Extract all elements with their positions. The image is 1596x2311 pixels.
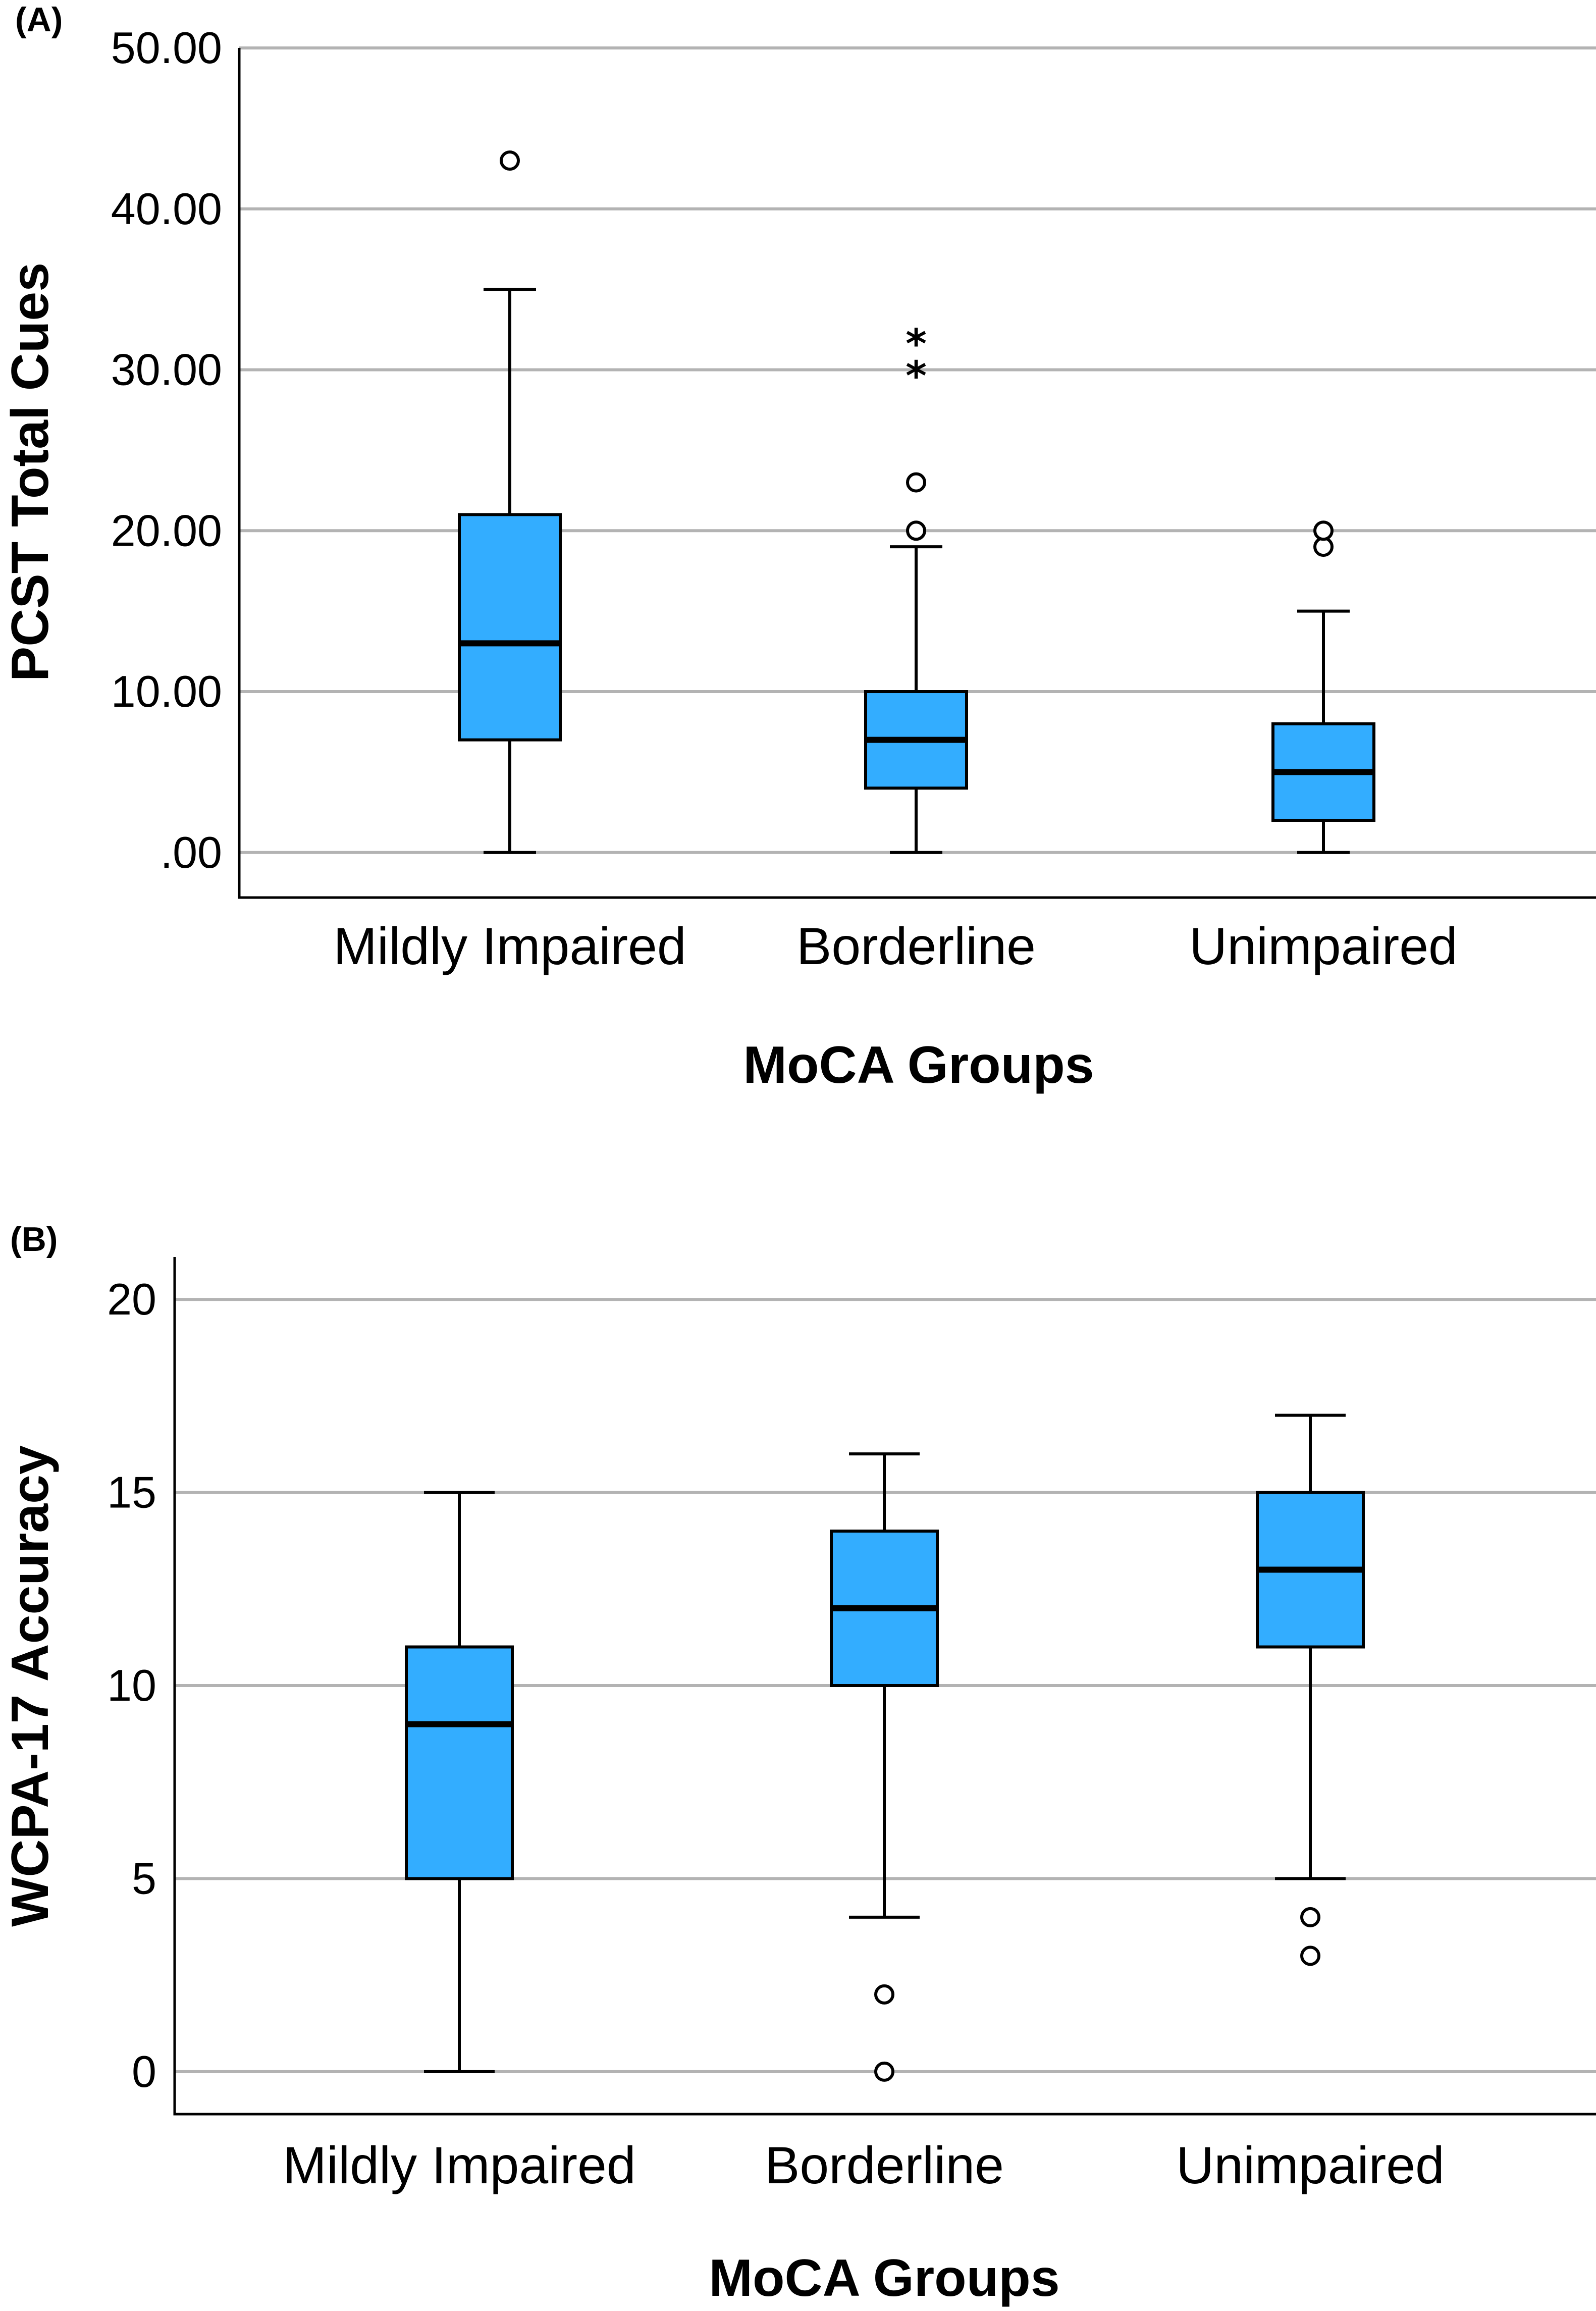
y-tick-label: 20.00 (111, 505, 222, 555)
y-tick-label: 40.00 (111, 184, 222, 234)
axes-b (173, 1257, 1596, 2116)
y-tick-labels-b: 0 5 10 15 20 (107, 1274, 156, 2096)
x-category-labels-b: Mildly Impaired Borderline Unimpaired (283, 2136, 1445, 2195)
y-tick-labels-a: .00 10.00 20.00 30.00 40.00 50.00 (111, 23, 222, 877)
y-tick-label: 20 (107, 1274, 156, 1324)
extreme-outlier-point: * (906, 353, 927, 400)
box-group (405, 1491, 514, 2073)
iqr-box (458, 513, 562, 742)
x-category-labels-a: Mildly Impaired Borderline Unimpaired (333, 917, 1458, 976)
outlier-point (874, 2061, 894, 2082)
x-category-label: Mildly Impaired (283, 2136, 635, 2195)
x-category-label: Mildly Impaired (333, 917, 686, 976)
panel-label-a: (A) (15, 1, 63, 39)
y-tick-label: 50.00 (111, 23, 222, 73)
x-category-label: Unimpaired (1176, 2136, 1445, 2195)
outlier-point (1300, 1946, 1320, 1966)
iqr-box (405, 1645, 514, 1880)
x-category-label: Unimpaired (1189, 917, 1458, 976)
panel-label-b: (B) (10, 1220, 58, 1258)
box-group (830, 1452, 939, 2082)
outlier-point (500, 150, 520, 171)
axis-lines-a (238, 48, 1596, 899)
outlier-point (1313, 520, 1334, 541)
outlier-point (874, 1984, 894, 2005)
panel-a: (A) .00 10.00 20.00 30.00 40.00 50.00 ** Mild… (1, 1, 1596, 1094)
outlier-point (1300, 1907, 1320, 1927)
box-group (458, 150, 562, 854)
boxes-a: ** (458, 150, 1375, 854)
y-axis-title-b: WCPA-17 Accuracy (1, 1445, 60, 1927)
x-category-label: Borderline (765, 2136, 1004, 2195)
x-category-label: Borderline (796, 917, 1036, 976)
panel-b: (B) 0 5 10 15 20 Mildly Impaired Borderline Un… (1, 1220, 1596, 2307)
outlier-point (906, 472, 926, 493)
boxes-b (405, 1413, 1365, 2082)
y-tick-label: 10 (107, 1660, 156, 1710)
y-tick-label: 5 (132, 1853, 156, 1903)
x-axis-title-a: MoCA Groups (743, 1036, 1094, 1094)
outlier-point (906, 520, 926, 541)
y-tick-label: 10.00 (111, 666, 222, 716)
y-tick-label: .00 (161, 827, 222, 877)
box-group: ** (864, 321, 968, 854)
y-axis-title-a: PCST Total Cues (1, 262, 60, 681)
extreme-outlier-point: * (906, 321, 927, 367)
y-tick-label: 30.00 (111, 345, 222, 395)
axes-a (238, 48, 1596, 899)
box-group (1256, 1413, 1365, 1966)
axis-lines-b (173, 1257, 1596, 2116)
y-tick-label: 15 (107, 1467, 156, 1517)
x-axis-title-b: MoCA Groups (709, 2249, 1059, 2307)
y-tick-label: 0 (132, 2046, 156, 2096)
box-group (1271, 520, 1375, 854)
